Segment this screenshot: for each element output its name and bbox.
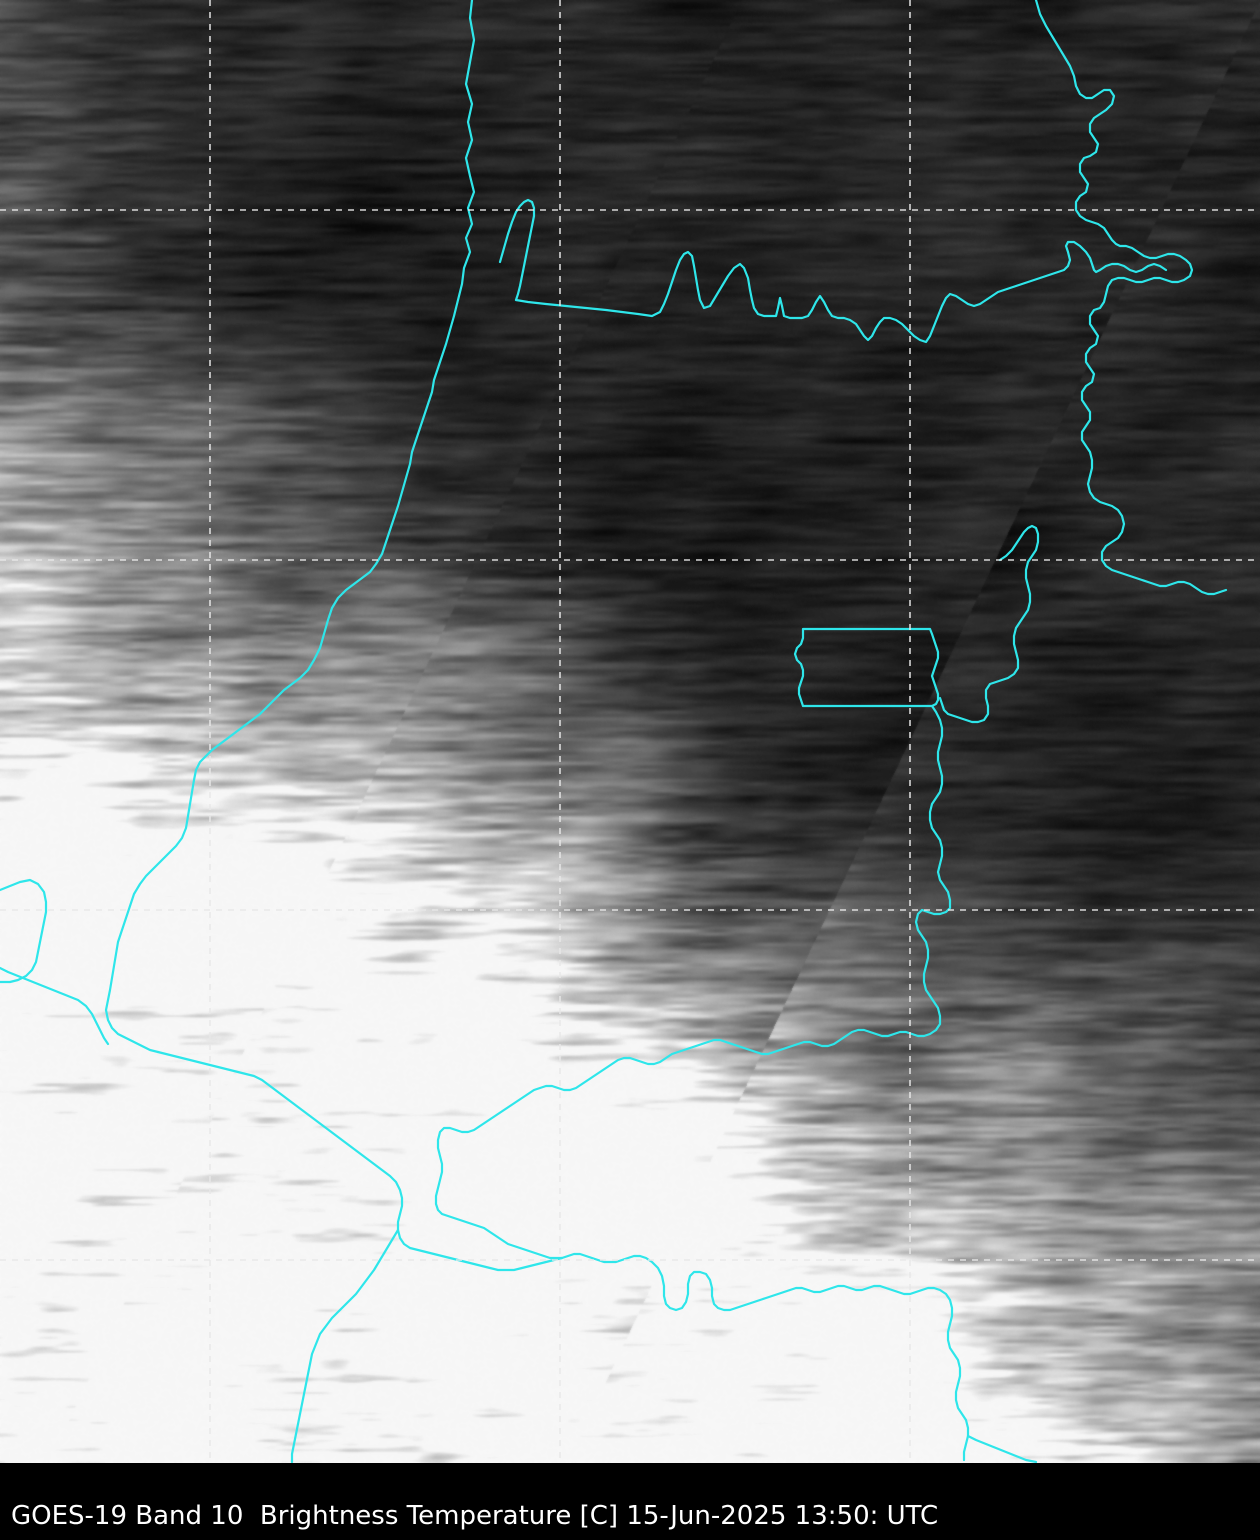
border-west-lake-fragment (0, 878, 48, 984)
lat-lon-graticule (0, 0, 1260, 1463)
satellite-image-plot[interactable] (0, 0, 1260, 1463)
political-boundary-overlay (0, 0, 1228, 1463)
border-mozambique-southwest (966, 1434, 1038, 1463)
border-angola-spur (498, 198, 536, 302)
border-west-lower (0, 966, 110, 1046)
border-zambia-south (156, 1050, 564, 1272)
caption-bar: GOES-19 Band 10 Brightness Temperature [… (0, 1463, 1260, 1540)
image-caption: GOES-19 Band 10 Brightness Temperature [… (11, 1501, 939, 1531)
border-botswana-northeast (290, 1228, 400, 1463)
border-drc-zambia-north (514, 240, 1168, 344)
border-angola-drc-west (104, 0, 476, 1054)
border-malawi-mozambique (434, 704, 970, 1462)
border-zambia-east (938, 524, 1040, 724)
border-tanzania-east (1034, 0, 1228, 596)
